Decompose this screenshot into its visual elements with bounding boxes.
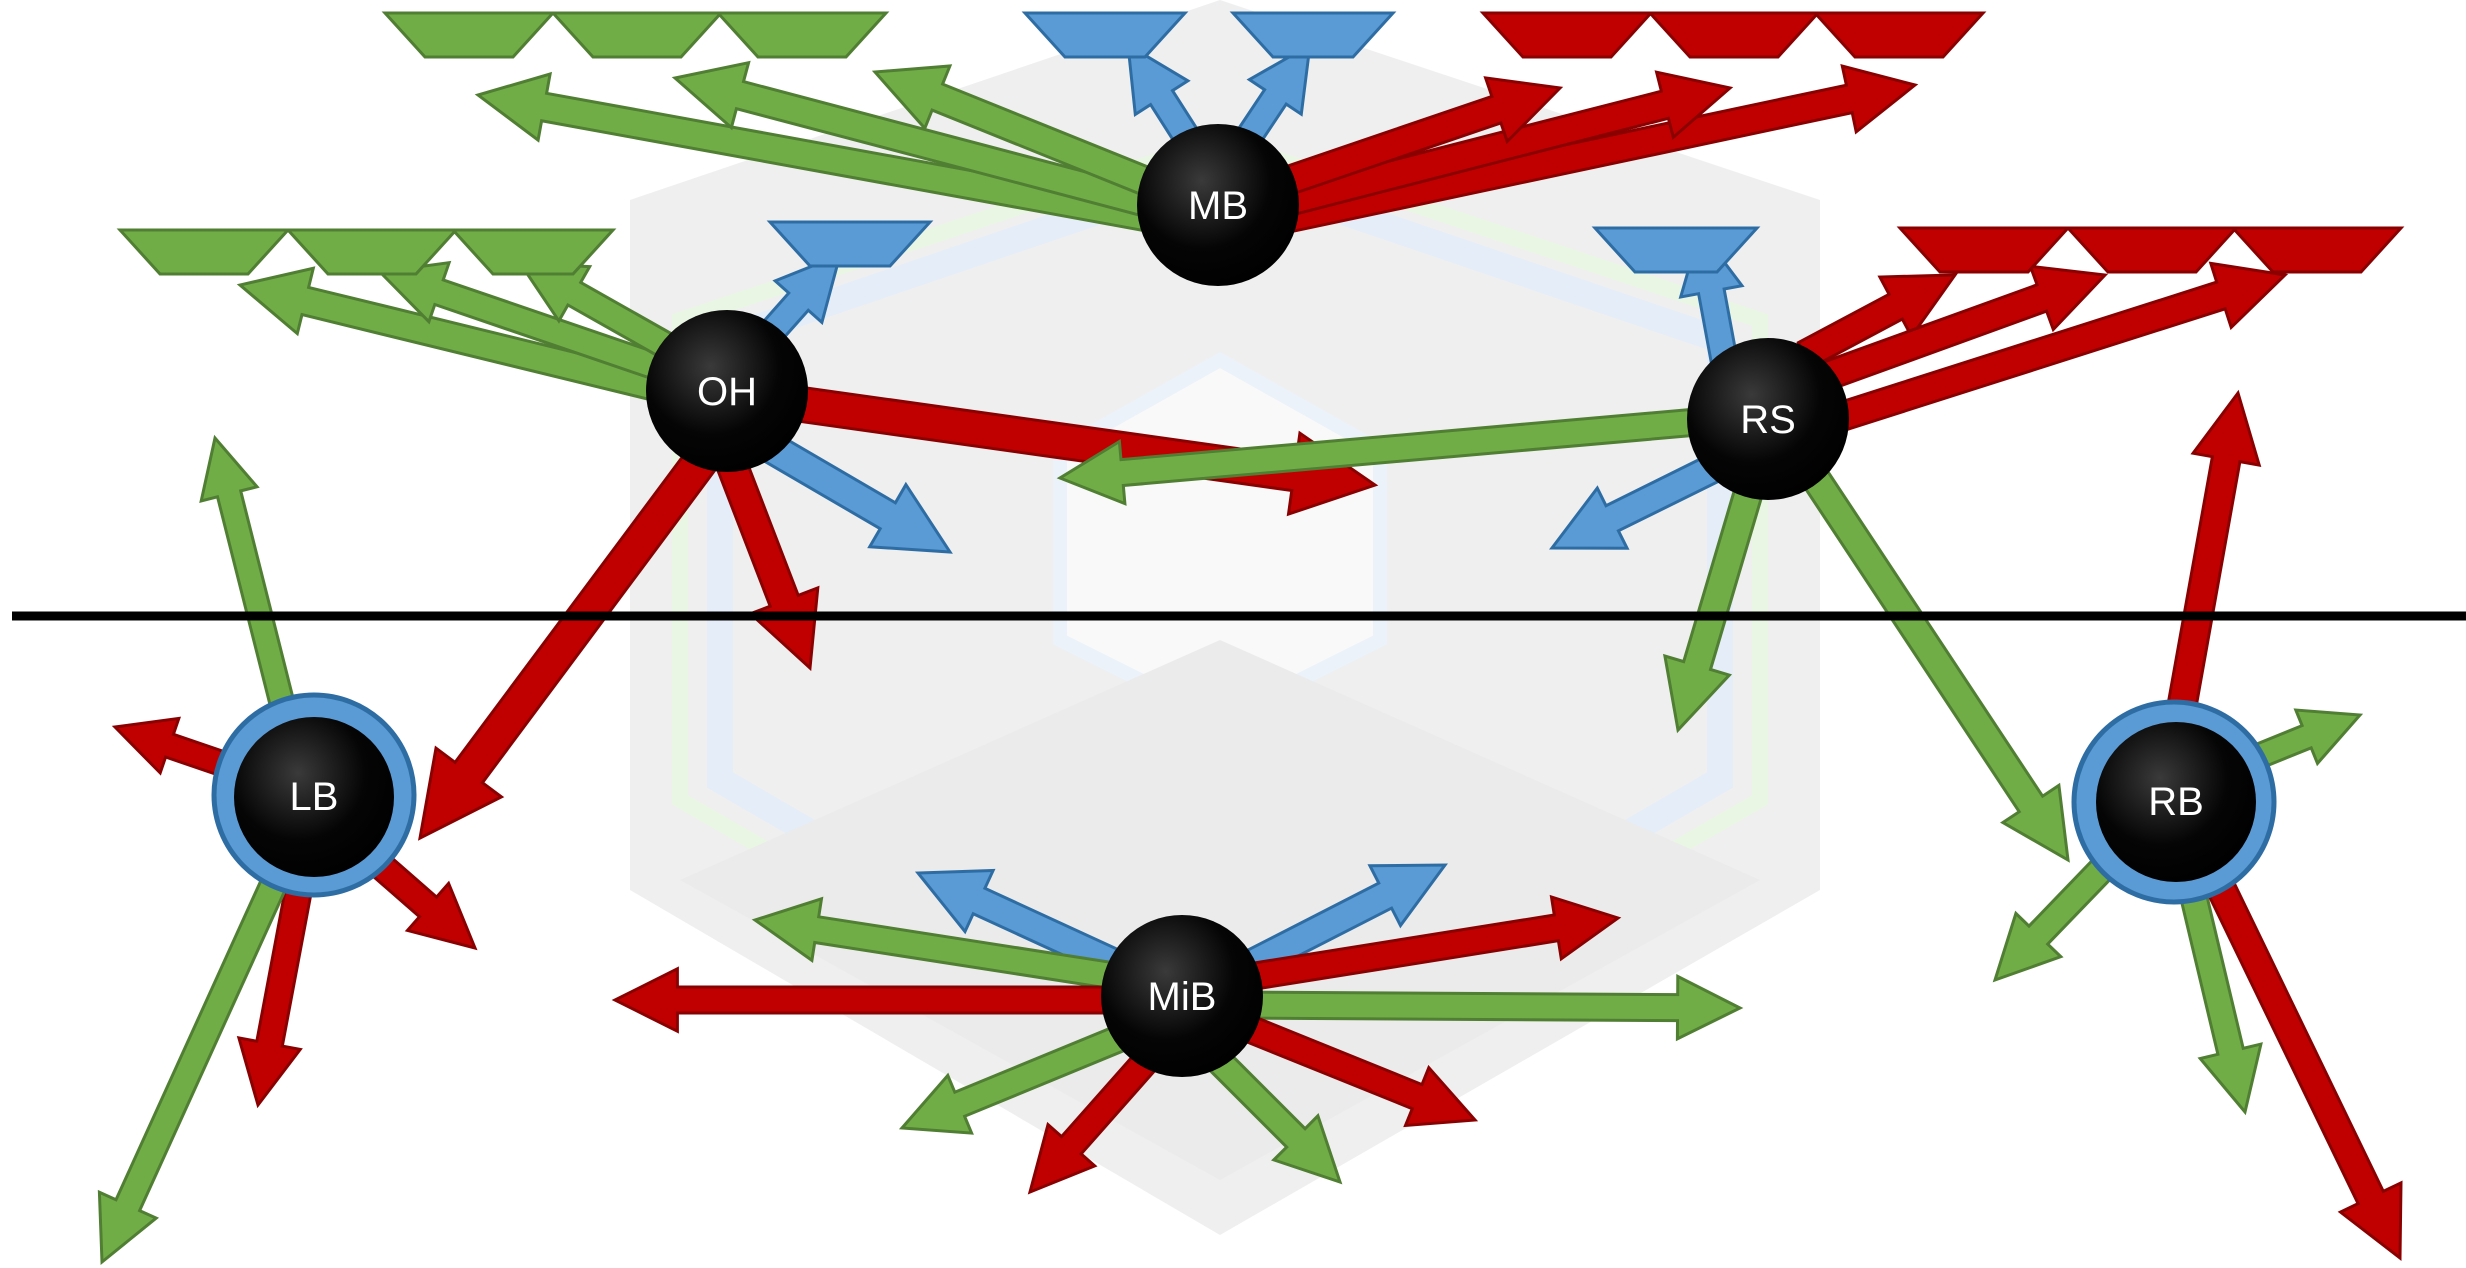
red-arrow-19 <box>1796 273 1958 370</box>
red-arrow-20 <box>1803 264 2109 398</box>
red-zone-marker-5 <box>1479 11 1655 59</box>
green-arrow-1 <box>671 60 1181 226</box>
node-rs: RS <box>1687 338 1849 500</box>
green-arrow-24 <box>199 434 304 740</box>
red-arrow-15 <box>417 442 721 841</box>
red-arrow-21 <box>1808 261 2289 441</box>
blue-arrow-17 <box>1548 445 1739 550</box>
node-lb: LB <box>211 692 417 898</box>
green-arrow-22 <box>1662 464 1771 734</box>
green-zone-marker-9 <box>284 228 460 276</box>
green-arrow-36 <box>751 896 1144 995</box>
node-label-oh: OH <box>697 370 757 414</box>
node-rb: RB <box>2071 699 2277 905</box>
blue-arrow-35 <box>1221 863 1448 990</box>
red-arrow-29 <box>2159 389 2262 750</box>
green-zone-marker-1 <box>549 11 725 59</box>
red-arrow-33 <box>2190 846 2403 1262</box>
node-label-mib: MiB <box>1148 975 1217 1019</box>
node-label-mb: MB <box>1188 184 1248 228</box>
red-zone-marker-6 <box>1646 11 1822 59</box>
green-arrow-23 <box>1796 460 2070 863</box>
red-arrow-38 <box>611 966 1127 1034</box>
red-arrow-43 <box>1233 1010 1479 1128</box>
node-label-lb: LB <box>290 775 339 819</box>
green-arrow-0 <box>474 71 1180 238</box>
route-arrows <box>97 42 2403 1266</box>
red-zone-marker-15 <box>2229 226 2405 274</box>
green-arrow-40 <box>898 1016 1147 1135</box>
blue-zone-marker-3 <box>1021 11 1189 59</box>
red-zone-marker-7 <box>1811 11 1987 59</box>
green-arrow-9 <box>376 260 697 393</box>
green-arrow-28 <box>97 862 294 1266</box>
red-zone-marker-14 <box>2064 226 2240 274</box>
green-arrow-8 <box>236 266 696 411</box>
blue-zone-marker-11 <box>766 220 934 268</box>
blue-zone-marker-12 <box>1591 226 1761 274</box>
green-arrow-16 <box>1056 405 1723 506</box>
zone-markers <box>116 11 2405 276</box>
green-zone-marker-2 <box>714 11 890 59</box>
node-mb: MB <box>1137 124 1299 286</box>
green-zone-marker-0 <box>381 11 557 59</box>
node-label-rs: RS <box>1740 398 1796 442</box>
node-mib: MiB <box>1101 915 1263 1077</box>
red-arrow-37 <box>1226 894 1622 995</box>
red-arrow-5 <box>1248 76 1564 208</box>
green-zone-marker-8 <box>116 228 292 276</box>
red-zone-marker-13 <box>1896 226 2072 274</box>
blue-zone-marker-4 <box>1229 11 1397 59</box>
node-oh: OH <box>646 310 808 472</box>
node-label-rb: RB <box>2148 780 2204 824</box>
green-arrow-2 <box>871 64 1188 210</box>
green-arrow-39 <box>1233 973 1744 1042</box>
green-zone-marker-10 <box>449 228 617 276</box>
